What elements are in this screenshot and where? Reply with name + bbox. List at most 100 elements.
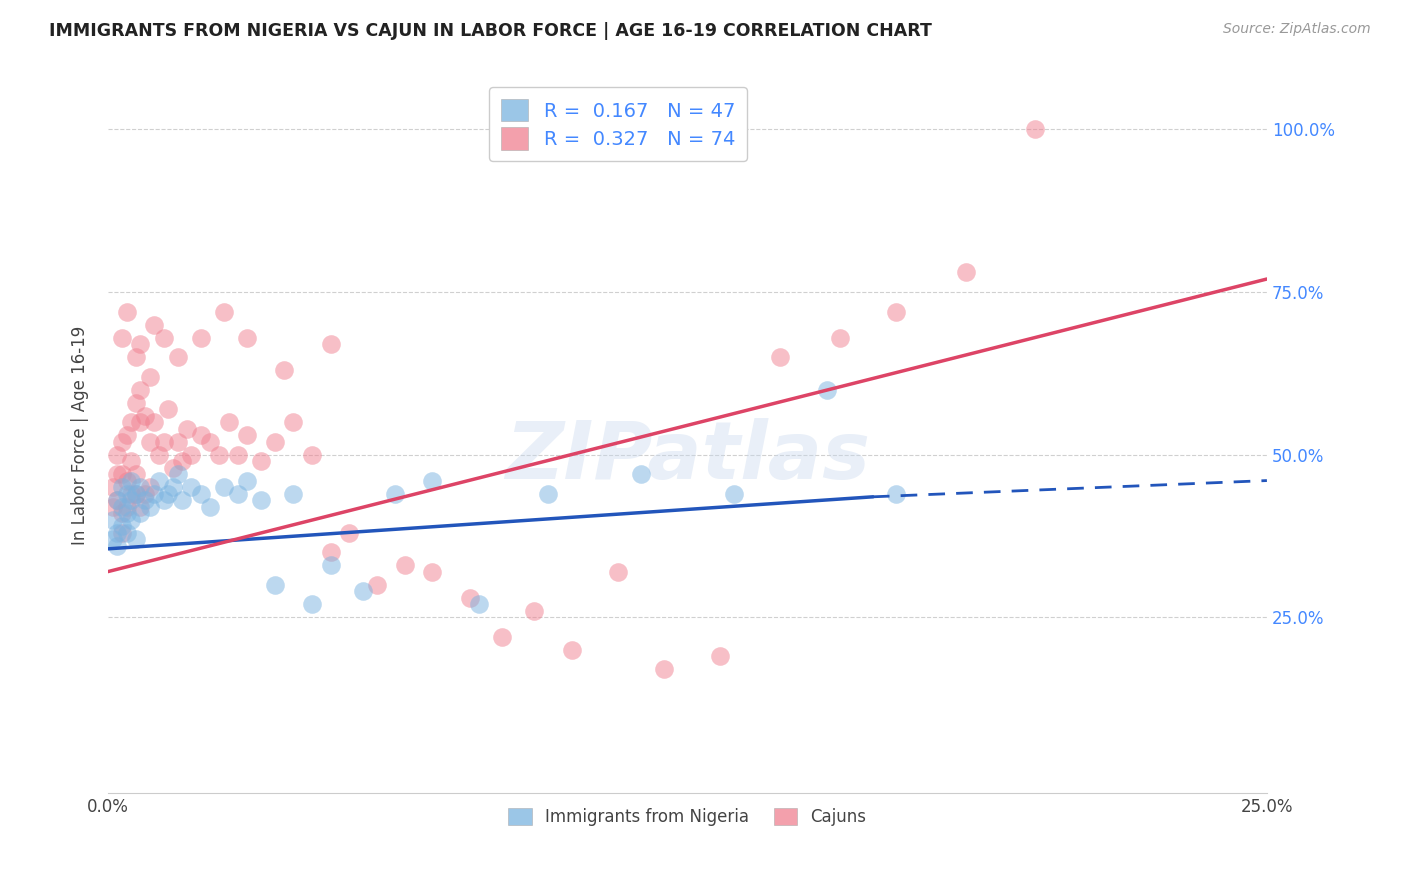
Point: [115, 428, 138, 442]
Point: [830, 330, 852, 344]
Point: [134, 486, 156, 500]
Point: [120, 486, 142, 500]
Point: [120, 493, 142, 508]
Point: [198, 500, 221, 514]
Point: [319, 337, 342, 351]
Point: [283, 415, 305, 429]
Text: IMMIGRANTS FROM NIGERIA VS CAJUN IN LABOR FORCE | AGE 16-19 CORRELATION CHART: IMMIGRANTS FROM NIGERIA VS CAJUN IN LABO…: [49, 22, 932, 40]
Point: [352, 584, 374, 599]
Point: [125, 532, 148, 546]
Point: [176, 421, 198, 435]
Point: [111, 525, 134, 540]
Y-axis label: In Labor Force | Age 16-19: In Labor Force | Age 16-19: [72, 326, 89, 545]
Point: [955, 265, 977, 279]
Point: [162, 460, 184, 475]
Point: [115, 506, 138, 520]
Point: [166, 467, 188, 481]
Point: [208, 448, 231, 462]
Point: [218, 415, 240, 429]
Point: [152, 330, 174, 344]
Point: [143, 318, 166, 332]
Point: [366, 577, 388, 591]
Point: [422, 474, 444, 488]
Point: [120, 415, 142, 429]
Point: [101, 532, 124, 546]
Point: [111, 506, 134, 520]
Point: [120, 454, 142, 468]
Point: [115, 486, 138, 500]
Point: [134, 409, 156, 423]
Point: [468, 597, 491, 611]
Point: [283, 486, 305, 500]
Point: [250, 454, 273, 468]
Point: [319, 545, 342, 559]
Point: [815, 383, 838, 397]
Point: [134, 493, 156, 508]
Point: [319, 558, 342, 573]
Point: [138, 480, 160, 494]
Point: [537, 486, 560, 500]
Point: [157, 402, 180, 417]
Point: [884, 486, 907, 500]
Point: [111, 519, 134, 533]
Point: [166, 350, 188, 364]
Text: ZIPatlas: ZIPatlas: [505, 417, 870, 495]
Point: [301, 597, 323, 611]
Point: [263, 577, 285, 591]
Point: [105, 467, 128, 481]
Point: [157, 486, 180, 500]
Point: [148, 474, 170, 488]
Point: [129, 480, 152, 494]
Point: [180, 448, 202, 462]
Point: [263, 434, 285, 449]
Point: [138, 369, 160, 384]
Point: [561, 642, 583, 657]
Point: [138, 434, 160, 449]
Point: [101, 512, 124, 526]
Point: [111, 467, 134, 481]
Point: [273, 363, 295, 377]
Point: [337, 525, 360, 540]
Point: [172, 493, 194, 508]
Point: [172, 454, 194, 468]
Point: [190, 330, 212, 344]
Point: [129, 415, 152, 429]
Point: [523, 604, 546, 618]
Point: [491, 630, 513, 644]
Point: [884, 304, 907, 318]
Point: [162, 480, 184, 494]
Point: [105, 493, 128, 508]
Point: [180, 480, 202, 494]
Point: [148, 448, 170, 462]
Point: [111, 434, 134, 449]
Point: [105, 448, 128, 462]
Point: [111, 480, 134, 494]
Point: [422, 565, 444, 579]
Point: [125, 395, 148, 409]
Point: [652, 662, 675, 676]
Point: [143, 415, 166, 429]
Point: [115, 500, 138, 514]
Point: [125, 486, 148, 500]
Point: [111, 330, 134, 344]
Point: [105, 525, 128, 540]
Point: [606, 565, 628, 579]
Point: [105, 493, 128, 508]
Point: [198, 434, 221, 449]
Point: [384, 486, 406, 500]
Point: [115, 474, 138, 488]
Point: [143, 486, 166, 500]
Point: [152, 434, 174, 449]
Point: [630, 467, 652, 481]
Point: [152, 493, 174, 508]
Point: [125, 486, 148, 500]
Point: [129, 500, 152, 514]
Point: [111, 500, 134, 514]
Point: [115, 525, 138, 540]
Point: [212, 304, 235, 318]
Point: [129, 337, 152, 351]
Text: Source: ZipAtlas.com: Source: ZipAtlas.com: [1223, 22, 1371, 37]
Point: [115, 304, 138, 318]
Point: [236, 330, 259, 344]
Point: [212, 480, 235, 494]
